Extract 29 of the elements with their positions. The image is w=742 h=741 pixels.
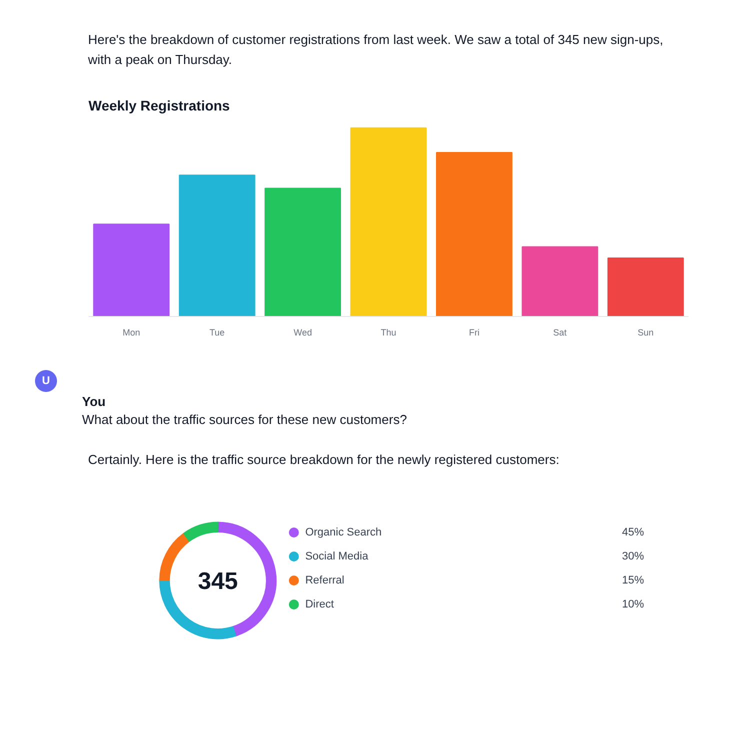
bar (93, 224, 170, 316)
bar (436, 152, 512, 316)
chart-title: Weekly Registrations (88, 98, 230, 114)
data-label: 30% (622, 550, 644, 562)
x-tick-label: Wed (294, 328, 312, 338)
chart-subtitle: Here's the breakdown of customer registrations from last week. We saw a total of 345 new sign-ups, with a peak on Thursday. (88, 31, 664, 69)
bar (607, 258, 684, 316)
x-tick-label: Fri (468, 328, 480, 338)
legend-label: Referral (305, 574, 344, 586)
legend-label: Social Media (305, 550, 370, 562)
chart-subtitle: Certainly. Here is the traffic source breakdown for the newly registered customers: (88, 451, 560, 469)
legend-label: Organic Search (305, 526, 382, 538)
bar (178, 174, 256, 316)
bar (350, 127, 427, 316)
text: U (42, 374, 50, 389)
x-tick-label: Thu (380, 328, 396, 338)
x-tick-label: Mon (122, 328, 140, 338)
data-label: 10% (622, 598, 644, 610)
bar (264, 188, 341, 316)
x-tick-label: Sat (553, 328, 568, 338)
x-tick-label: Sun (638, 328, 654, 338)
data-label: 45% (622, 526, 644, 538)
text: 345 (198, 568, 238, 595)
x-tick-label: Tue (209, 328, 225, 338)
bar (522, 246, 598, 316)
legend-label: Direct (305, 598, 334, 610)
text: You (82, 393, 106, 411)
text: What about the traffic sources for these new customers? (82, 411, 407, 429)
data-label: 15% (622, 574, 644, 586)
